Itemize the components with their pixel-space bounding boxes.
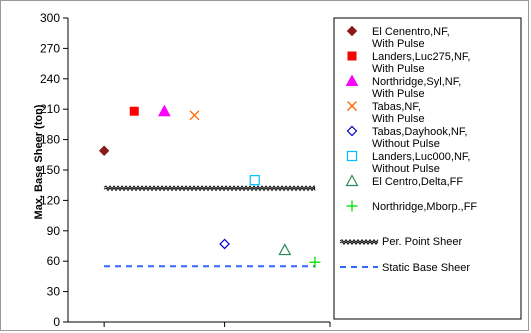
y-tick-label: 270 (40, 41, 60, 55)
y-tick-label: 30 (47, 285, 61, 299)
data-point-2 (129, 106, 139, 116)
y-axis-title: Max. Base Sheer (ton) (33, 104, 45, 219)
y-tick-label: 240 (40, 72, 60, 86)
legend-label-6: Landers,Luc000,NF, (372, 151, 470, 163)
legend-label-5: Tabas,Dayhook,NF, (372, 126, 467, 138)
legend-marker-6 (346, 150, 358, 162)
legend-label-4: With Pulse (372, 113, 425, 125)
legend-label-1: With Pulse (372, 38, 425, 50)
legend-label-3: With Pulse (372, 88, 425, 100)
legend-label-7: El Centro,Delta,FF (372, 176, 463, 188)
legend: El Cenentro,NF,With PulseLanders,Luc275,… (339, 25, 477, 274)
legend-marker-2 (347, 51, 357, 61)
plot-area: 0 30 60 90 120 150 180 210 240 270 300 (40, 11, 331, 329)
legend-marker-1 (346, 25, 358, 37)
legend-marker-5 (346, 125, 358, 137)
legend-line-0 (339, 238, 379, 244)
legend-box (333, 17, 522, 320)
legend-ref-label-0: Per. Point Sheer (382, 236, 462, 248)
y-tick-label: 180 (40, 133, 60, 147)
y-tick-label: 60 (47, 254, 61, 268)
legend-ref-label-1: Static Base Sheer (382, 262, 470, 274)
y-tick-label: 120 (40, 193, 60, 207)
legend-label-4: Tabas,NF, (372, 101, 421, 113)
reference-line-0 (103, 184, 316, 190)
legend-label-2: With Pulse (372, 63, 425, 75)
y-tick-label: 300 (40, 11, 60, 25)
data-point-8 (309, 256, 321, 268)
legend-marker-3 (345, 74, 359, 86)
legend-marker-7 (345, 174, 359, 187)
y-tick-label: 0 (53, 315, 60, 329)
data-point-3 (158, 104, 171, 117)
legend-label-5: Without Pulse (372, 138, 440, 150)
data-point-6 (249, 175, 260, 186)
legend-marker-8 (346, 200, 358, 212)
legend-label-8: Northridge,Mborp.,FF (372, 201, 477, 213)
reference-line-0-b (103, 186, 316, 192)
y-tick-label: 210 (40, 102, 60, 116)
data-point-5 (219, 238, 230, 250)
y-tick-label: 90 (47, 224, 61, 238)
data-point-1 (98, 145, 110, 156)
y-tick-label: 150 (40, 163, 60, 177)
legend-line-0-b (339, 240, 379, 246)
legend-marker-4 (347, 101, 357, 111)
legend-label-1: El Cenentro,NF, (372, 26, 450, 38)
legend-label-3: Northridge,Syl,NF, (372, 76, 461, 88)
data-point-7 (278, 243, 292, 256)
legend-label-6: Without Pulse (372, 163, 440, 175)
data-point-4 (189, 110, 200, 121)
legend-label-2: Landers,Luc275,NF, (372, 51, 470, 63)
